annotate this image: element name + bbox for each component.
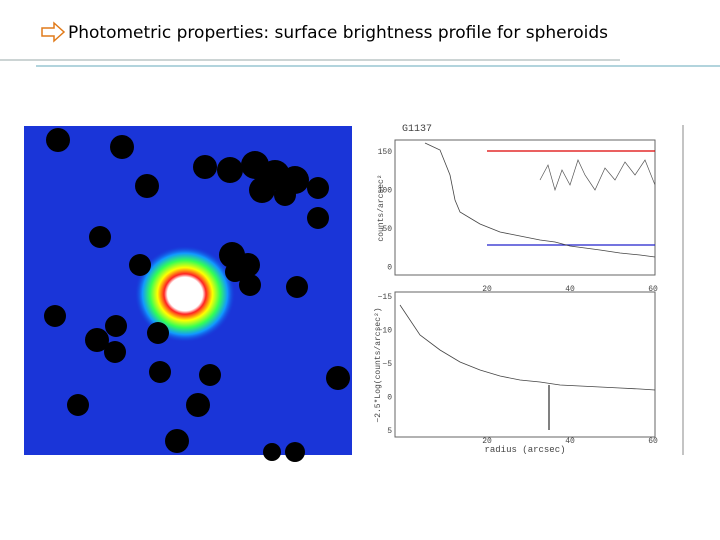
y-label: −2.5*Log(counts/arcsec²) xyxy=(374,307,383,422)
tick-label: −5 xyxy=(382,360,392,369)
tick-label: 150 xyxy=(378,148,393,157)
noise-curve xyxy=(539,159,656,192)
tick-label: 40 xyxy=(565,285,575,294)
tick-label: 5 xyxy=(387,427,392,436)
lower-axes xyxy=(394,291,656,438)
galaxy-image xyxy=(24,126,352,462)
tick-label: 60 xyxy=(648,437,658,446)
tick-label: −15 xyxy=(378,293,393,302)
tick-label: 0 xyxy=(387,264,392,273)
profile-curve xyxy=(424,142,656,258)
tick-label: −10 xyxy=(378,327,393,336)
tick-label: 20 xyxy=(482,437,492,446)
figure-label: G1137 xyxy=(402,124,432,135)
profile-curve xyxy=(399,304,656,391)
y-label: counts/arcsec² xyxy=(377,174,386,241)
tick-label: 50 xyxy=(382,225,392,234)
upper-axes xyxy=(394,139,656,276)
bullet-arrow xyxy=(41,21,66,43)
tick-label: 60 xyxy=(648,285,658,294)
x-label: radius (arcsec) xyxy=(484,445,565,455)
tick-label: 20 xyxy=(482,285,492,294)
profile-figure: G1137 150 100 50 0 20 40 60 −15 −10 −5 0 5 20 40 60 co… xyxy=(374,124,684,455)
tick-label: 40 xyxy=(565,437,575,446)
tick-label: 0 xyxy=(387,394,392,403)
slide-title: Photometric properties: surface brightne… xyxy=(68,23,608,43)
tick-label: 100 xyxy=(378,187,393,196)
